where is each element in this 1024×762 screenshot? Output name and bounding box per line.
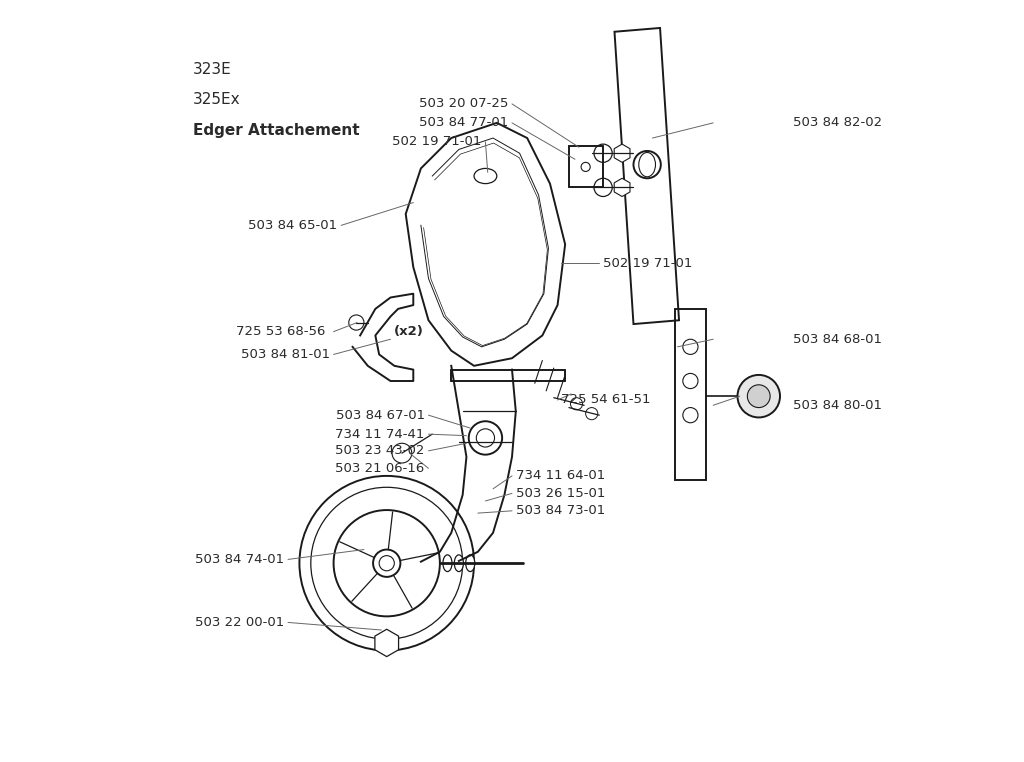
Text: 734 11 74-41: 734 11 74-41: [335, 427, 425, 440]
Text: 503 20 07-25: 503 20 07-25: [419, 98, 508, 110]
Circle shape: [683, 339, 698, 354]
Circle shape: [379, 555, 394, 571]
Circle shape: [570, 398, 583, 410]
Circle shape: [748, 385, 770, 408]
Circle shape: [737, 375, 780, 418]
Text: (x2): (x2): [394, 325, 424, 338]
Text: 503 84 74-01: 503 84 74-01: [196, 553, 285, 566]
Text: 503 84 81-01: 503 84 81-01: [241, 348, 330, 361]
Circle shape: [683, 408, 698, 423]
Text: 725 53 68-56: 725 53 68-56: [237, 325, 330, 338]
Circle shape: [586, 408, 598, 420]
Ellipse shape: [455, 555, 464, 572]
Circle shape: [594, 144, 612, 162]
Text: 503 21 06-16: 503 21 06-16: [336, 462, 425, 475]
Ellipse shape: [443, 555, 452, 572]
Text: 503 84 82-02: 503 84 82-02: [793, 117, 882, 130]
Ellipse shape: [466, 555, 475, 572]
Text: Edger Attachement: Edger Attachement: [194, 123, 359, 138]
Text: 502 19 71-01: 502 19 71-01: [603, 257, 692, 270]
Text: 503 22 00-01: 503 22 00-01: [195, 616, 285, 629]
Text: 503 26 15-01: 503 26 15-01: [516, 487, 605, 500]
Text: 502 19 71-01: 502 19 71-01: [392, 136, 481, 149]
Text: 503 23 43-02: 503 23 43-02: [335, 444, 425, 457]
Circle shape: [476, 429, 495, 447]
Text: 503 84 80-01: 503 84 80-01: [793, 399, 882, 411]
Text: 323E: 323E: [194, 62, 231, 77]
Circle shape: [349, 315, 364, 330]
Text: 503 84 77-01: 503 84 77-01: [419, 117, 508, 130]
Circle shape: [392, 443, 412, 463]
Text: 503 84 67-01: 503 84 67-01: [336, 408, 425, 421]
Text: 734 11 64-01: 734 11 64-01: [516, 469, 605, 482]
Text: 503 84 65-01: 503 84 65-01: [248, 219, 337, 232]
Circle shape: [594, 178, 612, 197]
Ellipse shape: [474, 168, 497, 184]
Circle shape: [683, 373, 698, 389]
Text: 503 84 73-01: 503 84 73-01: [516, 504, 605, 517]
Text: 503 84 68-01: 503 84 68-01: [793, 333, 882, 346]
Text: 725 54 61-51: 725 54 61-51: [561, 393, 651, 406]
Text: 325Ex: 325Ex: [194, 92, 241, 107]
